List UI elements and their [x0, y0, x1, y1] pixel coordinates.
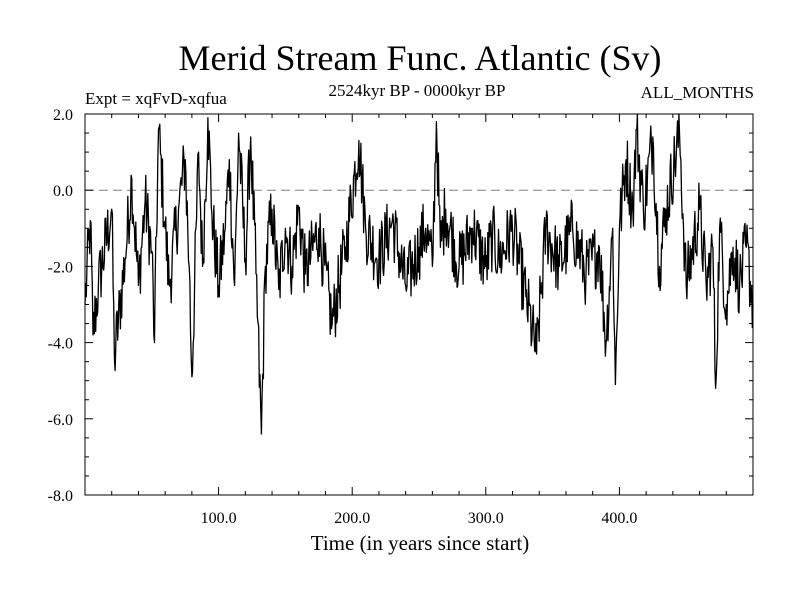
experiment-label: Expt = xqFvD-xqfua [85, 89, 227, 108]
y-tick-label: -4.0 [48, 336, 73, 353]
y-tick-label: -2.0 [48, 259, 73, 276]
x-axis-label: Time (in years since start) [311, 531, 530, 555]
x-tick-label: 200.0 [334, 510, 370, 527]
x-tick-label: 100.0 [201, 510, 237, 527]
y-tick-label: 2.0 [53, 107, 73, 124]
data-series-line [84, 113, 754, 435]
y-tick-label: 0.0 [53, 183, 73, 200]
chart-subtitle: 2524kyr BP - 0000kyr BP [329, 81, 506, 100]
x-tick-label: 300.0 [468, 510, 504, 527]
months-label: ALL_MONTHS [641, 83, 754, 102]
x-tick-label: 400.0 [601, 510, 637, 527]
chart-title: Merid Stream Func. Atlantic (Sv) [179, 38, 662, 78]
y-tick-label: -6.0 [48, 412, 73, 429]
y-tick-label: -8.0 [48, 488, 73, 505]
